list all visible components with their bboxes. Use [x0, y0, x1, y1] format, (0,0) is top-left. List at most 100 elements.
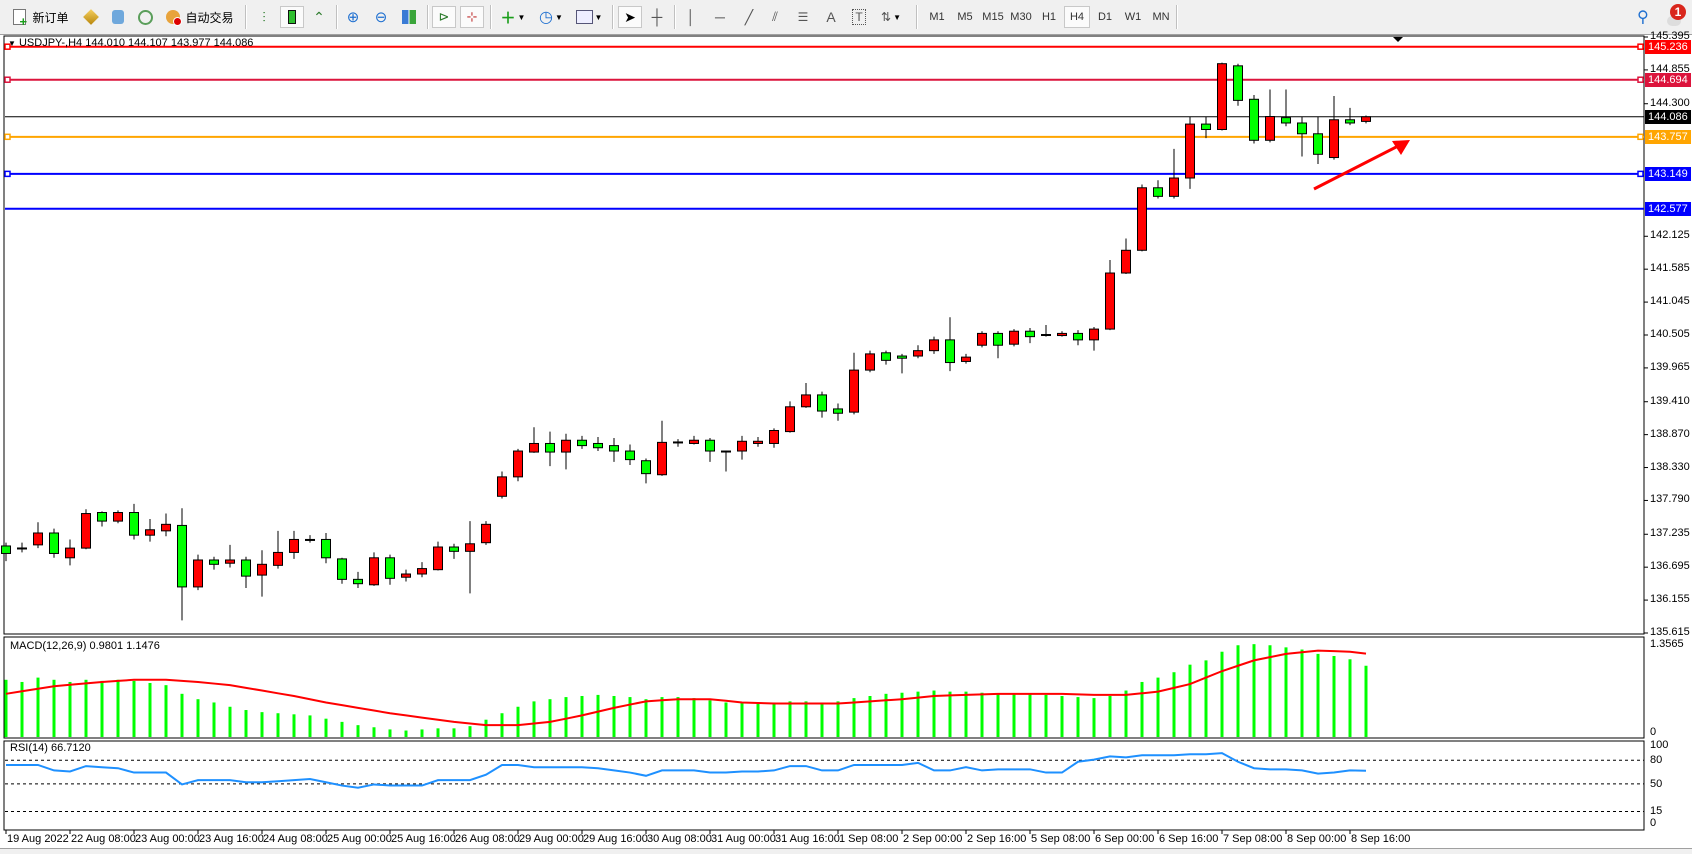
macd-histogram-bar	[1156, 677, 1160, 737]
macd-histogram-bar	[804, 701, 808, 737]
signals-button[interactable]	[134, 6, 156, 28]
candle-body	[1089, 328, 1099, 341]
candle-body	[913, 350, 923, 357]
macd-histogram-bar	[1236, 645, 1240, 737]
text-tool[interactable]: A	[820, 6, 842, 28]
timeframe-w1[interactable]: W1	[1124, 11, 1142, 23]
macd-axis-label: 0	[1650, 726, 1657, 738]
arrows-icon: ⇅	[881, 10, 892, 24]
chart-canvas[interactable]	[0, 35, 1692, 848]
price-level-tag[interactable]: 142.577	[1645, 201, 1691, 216]
equidistant-channel-tool[interactable]: ⫽	[764, 6, 786, 28]
chart-menu-triangle-icon[interactable]: ▼	[8, 39, 16, 48]
cursor-tool[interactable]: ➤	[618, 6, 642, 28]
time-axis-label: 7 Sep 08:00	[1223, 833, 1283, 845]
macd-histogram-bar	[180, 693, 184, 737]
vertical-line-tool[interactable]: │	[680, 6, 702, 28]
macd-histogram-bar	[1268, 645, 1272, 737]
macd-histogram-bar	[372, 727, 376, 737]
time-axis-label: 2 Sep 16:00	[967, 833, 1027, 845]
candle-body	[1217, 63, 1227, 131]
macd-histogram-bar	[436, 728, 440, 737]
dropdown-arrow-icon: ▼	[517, 12, 526, 22]
candle-body	[289, 538, 299, 553]
time-axis-label: 5 Sep 08:00	[1031, 833, 1091, 845]
timeframe-m5[interactable]: M5	[957, 11, 973, 23]
macd-histogram-bar	[740, 702, 744, 737]
new-order-icon: +	[13, 9, 27, 28]
candle-body	[1073, 332, 1083, 341]
candle-body	[369, 557, 379, 586]
time-axis-label: 1 Sep 08:00	[839, 833, 899, 845]
chart-window[interactable]: ▼ USDJPY-,H4 144.010 144.107 143.977 144…	[0, 30, 1692, 848]
bar-chart-icon: ⫶	[262, 8, 266, 25]
price-level-tag[interactable]: 143.757	[1645, 129, 1691, 144]
text-label-tool[interactable]: T	[848, 6, 870, 28]
time-axis-label: 25 Aug 16:00	[391, 833, 456, 845]
horizontal-line-tool[interactable]: ─	[709, 6, 731, 28]
arrows-tool[interactable]: ⇅ ▼	[874, 6, 908, 28]
navigator-button[interactable]	[107, 6, 129, 28]
candle-body	[1025, 330, 1035, 338]
timeframe-mn[interactable]: MN	[1152, 11, 1170, 23]
candlestick-chart-button[interactable]	[280, 6, 304, 28]
timeframe-d1[interactable]: D1	[1097, 11, 1113, 23]
candle-body	[1137, 187, 1147, 251]
main-toolbar: + 新订单 自动交易 ⫶ ⌃ ⊕ ⊖ ⊳ ⊹ ＋ ▼ ◷ ▼ ▼ ➤ ┼ │ ─ ╱…	[0, 0, 1692, 35]
auto-scroll-button[interactable]: ⊳	[432, 6, 456, 28]
candle-body	[865, 353, 875, 371]
macd-title: MACD(12,26,9) 0.9801 1.1476	[10, 640, 160, 652]
timeframe-m15[interactable]: M15	[982, 11, 1004, 23]
timeframe-h1[interactable]: H1	[1041, 11, 1057, 23]
macd-histogram-bar	[1284, 647, 1288, 737]
templates-button[interactable]: ▼	[572, 6, 606, 28]
tile-windows-button[interactable]	[398, 6, 420, 28]
auto-trading-button[interactable]: 自动交易	[162, 6, 238, 28]
candle-body	[241, 559, 251, 577]
trendline-icon: ╱	[744, 8, 754, 25]
market-watch-button[interactable]	[80, 6, 102, 28]
candle-body	[961, 356, 971, 362]
line-chart-button[interactable]: ⌃	[308, 6, 330, 28]
price-axis-label: 135.615	[1650, 625, 1690, 638]
macd-axis-label: 1.3565	[1650, 638, 1684, 650]
timeframe-m30[interactable]: M30	[1010, 11, 1032, 23]
zoom-in-button[interactable]: ⊕	[342, 6, 364, 28]
macd-histogram-bar	[1332, 656, 1336, 737]
candle-body	[81, 513, 91, 549]
fibonacci-tool[interactable]: ☰	[792, 6, 814, 28]
macd-histogram-bar	[1044, 694, 1048, 737]
indicators-button[interactable]: ＋ ▼	[496, 6, 530, 28]
add-indicator-icon: ＋	[500, 9, 516, 27]
macd-histogram-bar	[164, 685, 168, 737]
price-level-tag[interactable]: 143.149	[1645, 166, 1691, 181]
timeframe-m1[interactable]: M1	[929, 11, 945, 23]
notifications-button[interactable]: 1	[1660, 4, 1688, 28]
candle-body	[529, 442, 539, 453]
crosshair-tool[interactable]: ┼	[646, 6, 668, 28]
macd-histogram-bar	[644, 699, 648, 737]
macd-histogram-bar	[868, 695, 872, 737]
price-level-tag[interactable]: 144.694	[1645, 72, 1691, 87]
search-button[interactable]: ⚲	[1632, 6, 1654, 28]
text-icon: A	[826, 9, 836, 25]
macd-histogram-bar	[676, 697, 680, 737]
candle-body	[977, 332, 987, 346]
trendline-tool[interactable]: ╱	[738, 6, 760, 28]
price-level-tag[interactable]: 144.086	[1645, 109, 1691, 124]
timeframe-h4[interactable]: H4	[1064, 6, 1090, 28]
candle-body	[609, 445, 619, 452]
macd-histogram-bar	[356, 725, 360, 737]
chart-shift-button[interactable]: ⊹	[460, 6, 484, 28]
periods-button[interactable]: ◷ ▼	[534, 6, 568, 28]
zoom-in-icon: ⊕	[346, 9, 360, 26]
auto-trading-icon	[166, 10, 183, 26]
new-order-button[interactable]: + 新订单	[10, 6, 72, 28]
candle-body	[625, 450, 635, 461]
zoom-out-button[interactable]: ⊖	[370, 6, 392, 28]
candle-body	[833, 408, 843, 414]
dropdown-arrow-icon: ▼	[893, 12, 901, 22]
price-level-tag[interactable]: 145.236	[1645, 39, 1691, 54]
bar-chart-button[interactable]: ⫶	[253, 6, 275, 28]
candle-body	[1297, 122, 1307, 135]
